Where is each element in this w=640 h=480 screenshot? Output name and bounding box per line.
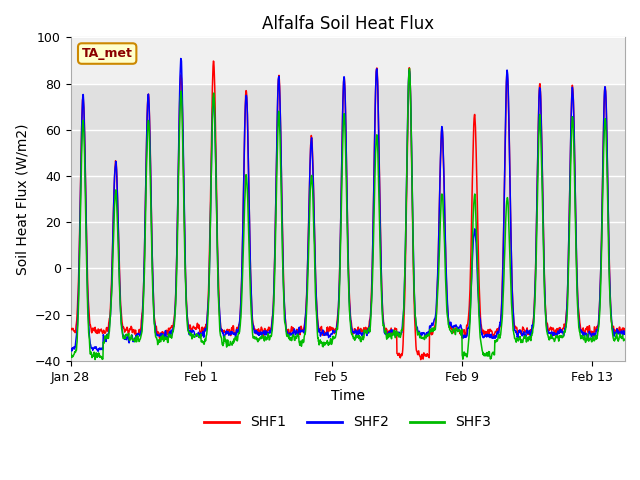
SHF1 [621, 329, 629, 335]
SHF1 [67, 327, 74, 333]
SHF3 [500, 281, 508, 287]
SHF3 [82, 225, 90, 231]
SHF2 [158, 331, 166, 337]
SHF1 [500, 225, 508, 230]
Text: TA_met: TA_met [82, 47, 132, 60]
SHF2 [365, 327, 373, 333]
SHF2 [191, 330, 198, 336]
SHF3 [621, 336, 629, 342]
SHF2 [67, 347, 74, 352]
Line: SHF3: SHF3 [70, 69, 625, 360]
SHF1 [158, 332, 166, 338]
Line: SHF2: SHF2 [70, 59, 625, 351]
SHF1 [365, 326, 372, 332]
Title: Alfalfa Soil Heat Flux: Alfalfa Soil Heat Flux [262, 15, 434, 33]
SHF3 [67, 349, 74, 355]
Bar [70, 84, 625, 315]
SHF3 [365, 325, 372, 331]
Legend: SHF1, SHF2, SHF3: SHF1, SHF2, SHF3 [199, 410, 497, 435]
SHF1 [205, 256, 213, 262]
SHF3 [206, 259, 214, 265]
X-axis label: Time: Time [331, 389, 365, 403]
SHF1 [82, 204, 90, 209]
SHF1 [190, 324, 198, 329]
SHF1 [417, 357, 424, 362]
SHF2 [82, 205, 90, 211]
SHF1 [209, 58, 217, 64]
SHF3 [158, 336, 166, 342]
SHF2 [177, 56, 184, 61]
SHF3 [190, 335, 198, 340]
SHF2 [500, 228, 508, 234]
SHF2 [206, 237, 214, 243]
SHF2 [621, 329, 629, 335]
Y-axis label: Soil Heat Flux (W/m2): Soil Heat Flux (W/m2) [15, 123, 29, 275]
SHF2 [94, 348, 102, 354]
SHF3 [406, 66, 413, 72]
Line: SHF1: SHF1 [70, 61, 625, 360]
SHF3 [92, 357, 99, 362]
